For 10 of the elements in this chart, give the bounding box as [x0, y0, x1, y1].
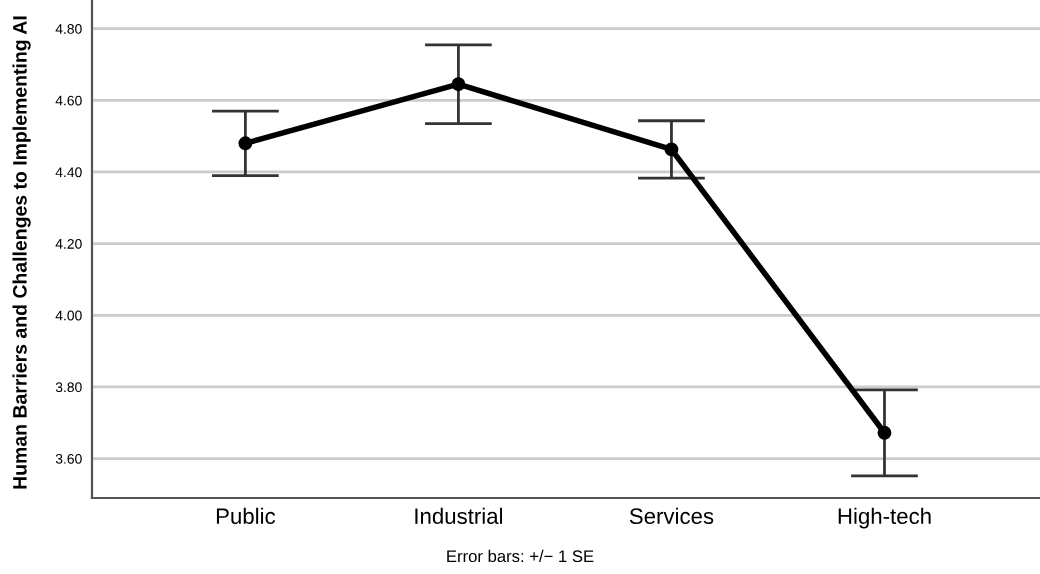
- point: [238, 136, 253, 151]
- point: [877, 425, 892, 440]
- x-tick-label: Public: [216, 507, 276, 525]
- point: [451, 77, 466, 92]
- y-axis-title: Human Barriers and Challenges to Implementing AI: [12, 16, 31, 489]
- point: [664, 142, 679, 157]
- x-tick-label: Industrial: [415, 507, 503, 525]
- x-tick-label: Services: [629, 507, 714, 525]
- text: Error bars: +/− 1 SE: [447, 549, 594, 563]
- x-tick-label: High-tech: [838, 507, 931, 529]
